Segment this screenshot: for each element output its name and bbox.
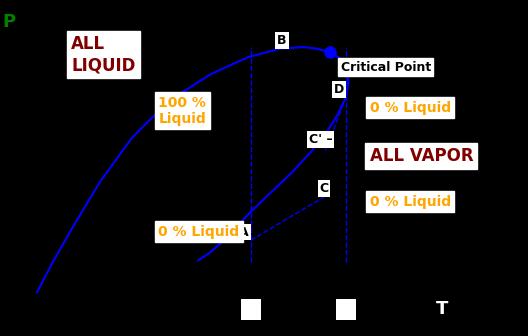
Text: C: C: [319, 182, 328, 195]
Text: $T_2$: $T_2$: [338, 301, 354, 318]
Text: P: P: [3, 13, 16, 32]
Text: 0 % Liquid: 0 % Liquid: [370, 100, 451, 115]
Text: 0 % Liquid: 0 % Liquid: [158, 225, 240, 239]
Text: $T_1$: $T_1$: [243, 301, 259, 318]
Text: D: D: [334, 83, 344, 96]
Text: T: T: [436, 299, 448, 318]
Text: A: A: [239, 225, 249, 239]
Text: ALL VAPOR: ALL VAPOR: [370, 147, 473, 165]
Text: ALL
LIQUID: ALL LIQUID: [71, 35, 136, 74]
Text: 100 %
Liquid: 100 % Liquid: [158, 96, 206, 126]
Text: Critical Point: Critical Point: [341, 61, 431, 74]
Text: B: B: [277, 34, 287, 47]
Text: 0 % Liquid: 0 % Liquid: [370, 195, 451, 209]
Text: C' –: C' –: [309, 133, 333, 146]
